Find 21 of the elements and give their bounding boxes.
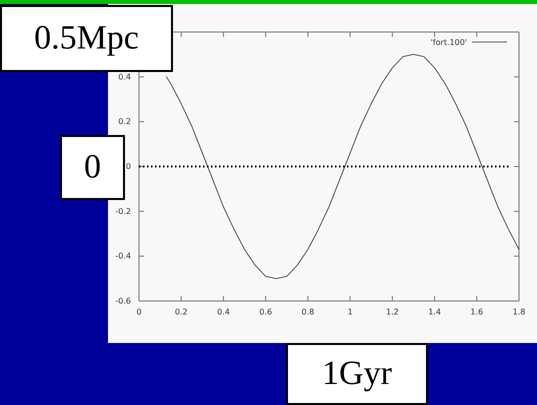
- y-tick-label: 0: [126, 162, 131, 172]
- x-tick-label: 0.6: [259, 308, 272, 317]
- x-tick-label: 0.4: [217, 308, 230, 317]
- x-tick-label: 1: [348, 308, 353, 317]
- line-series: [166, 54, 520, 279]
- x-tick-label: 1.6: [470, 308, 484, 317]
- y-tick-label: -0.4: [115, 252, 131, 261]
- text: 1Gyr: [322, 355, 393, 392]
- y-tick-label: 0.2: [118, 117, 131, 126]
- x-tick-label: 0: [136, 308, 142, 317]
- x-tick-label: 1.8: [512, 308, 526, 317]
- x-tick-label: 1.2: [386, 308, 399, 317]
- legend-label: 'fort.100': [430, 38, 467, 47]
- y-tick-label: -0.6: [115, 296, 131, 306]
- x-tick-label: 0.2: [174, 308, 188, 317]
- text: 0.5Mpc: [34, 20, 139, 56]
- y-tick-label: 0.4: [118, 72, 131, 82]
- x-tick-label: 1.4: [428, 308, 441, 317]
- x-tick-label: 0.8: [302, 308, 314, 317]
- text: 0: [84, 148, 101, 186]
- y-tick-label: -0.2: [115, 206, 131, 216]
